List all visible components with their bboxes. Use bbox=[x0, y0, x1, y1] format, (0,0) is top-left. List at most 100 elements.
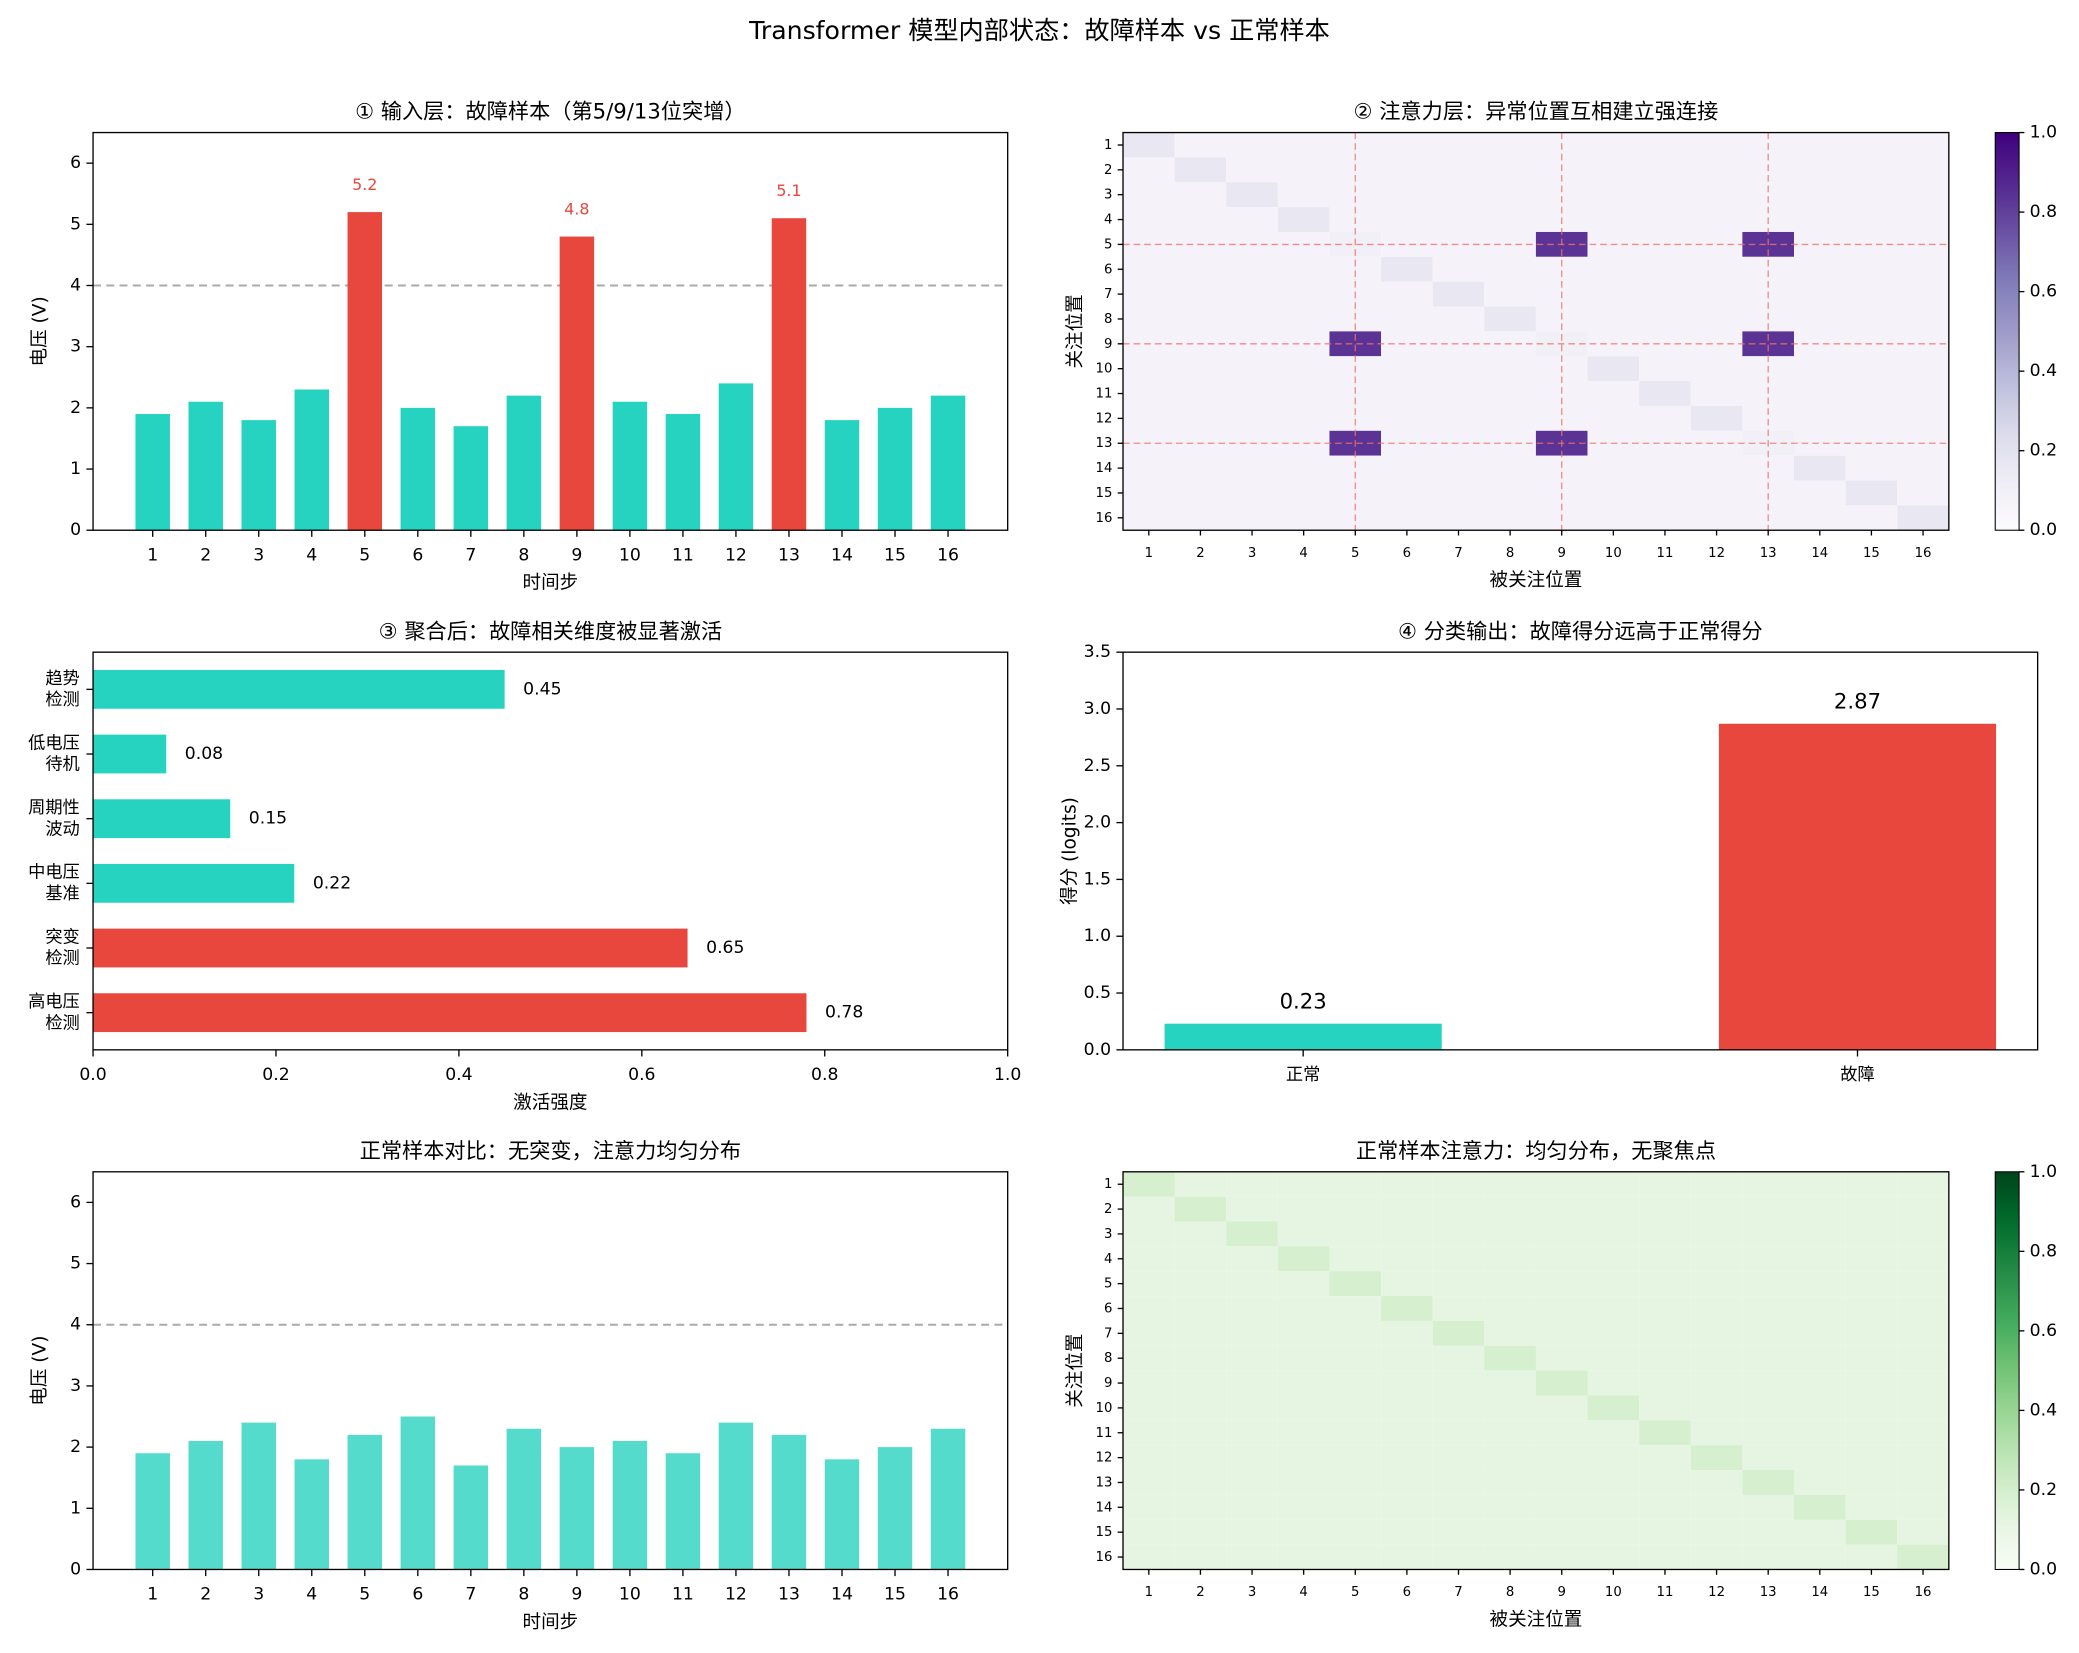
heatmap-cell bbox=[1174, 132, 1227, 158]
heatmap-cell bbox=[1535, 1445, 1588, 1471]
y-tick-label: 15 bbox=[1096, 486, 1113, 501]
heatmap-cell bbox=[1123, 505, 1175, 531]
heatmap-cell bbox=[1793, 1246, 1846, 1272]
x-tick-label: 2 bbox=[200, 1585, 211, 1605]
heatmap-cell bbox=[1587, 381, 1640, 406]
heatmap-cell bbox=[1690, 1246, 1743, 1272]
heatmap-cell bbox=[1845, 381, 1898, 406]
bar bbox=[559, 1447, 595, 1570]
y-tick-label: 11 bbox=[1096, 1426, 1113, 1441]
y-tick-label: 10 bbox=[1096, 1401, 1113, 1416]
x-tick-label: 14 bbox=[1811, 546, 1828, 561]
heatmap-cell bbox=[1587, 132, 1640, 158]
x-tick-label: 11 bbox=[1657, 1585, 1674, 1600]
y-tick-label: 1 bbox=[1104, 138, 1112, 153]
heatmap-cell bbox=[1535, 1494, 1588, 1520]
x-tick-label: 3 bbox=[1248, 546, 1256, 561]
data-label: 0.23 bbox=[1280, 989, 1327, 1014]
x-tick-label: 6 bbox=[412, 545, 423, 565]
chart-title: ② 注意力层：异常位置互相建立强连接 bbox=[1354, 99, 1719, 124]
heatmap-cell bbox=[1432, 182, 1485, 208]
heatmap-cell bbox=[1897, 1246, 1949, 1272]
x-tick-label: 12 bbox=[1708, 1585, 1725, 1600]
heatmap-cell bbox=[1277, 1470, 1330, 1495]
heatmap-cell bbox=[1123, 306, 1175, 332]
heatmap-cell bbox=[1432, 480, 1485, 506]
y-tick-label: 7 bbox=[1104, 1326, 1112, 1341]
heatmap-cell bbox=[1329, 1171, 1382, 1197]
heatmap-cell bbox=[1897, 132, 1949, 158]
heatmap-cell bbox=[1793, 405, 1846, 431]
heatmap-cell bbox=[1123, 182, 1175, 208]
heatmap-cell bbox=[1381, 1221, 1433, 1247]
axes-frame bbox=[1122, 651, 2039, 1051]
heatmap-cell bbox=[1535, 1271, 1588, 1297]
heatmap-cell bbox=[1587, 405, 1640, 431]
y-tick-label: 2 bbox=[70, 1437, 81, 1457]
data-label: 0.08 bbox=[185, 744, 223, 764]
heatmap-cell bbox=[1432, 405, 1485, 431]
heatmap-cell bbox=[1639, 356, 1691, 382]
colorbar bbox=[1994, 1171, 2020, 1570]
heatmap-cell bbox=[1484, 1470, 1536, 1495]
x-tick-label: 0.0 bbox=[79, 1065, 106, 1085]
heatmap-cell bbox=[1897, 1345, 1949, 1371]
heatmap-cell bbox=[1174, 1519, 1227, 1545]
heatmap-cell bbox=[1277, 207, 1330, 232]
heatmap-cell bbox=[1845, 1196, 1898, 1222]
y-tick-label: 2 bbox=[1104, 163, 1112, 178]
heatmap-cell bbox=[1381, 1544, 1433, 1570]
heatmap-cell bbox=[1174, 256, 1227, 282]
y-tick-label: 1 bbox=[70, 459, 81, 479]
heatmap-cell bbox=[1381, 480, 1433, 506]
heatmap-cell bbox=[1484, 356, 1536, 382]
y-tick-label: 9 bbox=[1104, 1376, 1112, 1391]
heatmap-cell bbox=[1123, 1470, 1175, 1495]
heatmap-cell bbox=[1174, 1420, 1227, 1446]
heatmap-cell bbox=[1535, 1519, 1588, 1545]
bar bbox=[877, 407, 913, 531]
heatmap-cell bbox=[1845, 1420, 1898, 1446]
heatmap-cell bbox=[1845, 1320, 1898, 1346]
heatmap-cell bbox=[1174, 1221, 1227, 1247]
heatmap-cell bbox=[1277, 1246, 1330, 1272]
heatmap-cell bbox=[1226, 1470, 1278, 1495]
chart-title: ① 输入层：故障样本（第5/9/13位突增） bbox=[355, 99, 746, 124]
heatmap-cell bbox=[1639, 1296, 1691, 1321]
heatmap-cell bbox=[1587, 1171, 1640, 1197]
y-axis-label: 关注位置 bbox=[1065, 1334, 1086, 1408]
heatmap-cell bbox=[1381, 1445, 1433, 1471]
heatmap-cell bbox=[1381, 1296, 1433, 1321]
x-tick-label: 故障 bbox=[1840, 1065, 1874, 1085]
heatmap-cell bbox=[1845, 1296, 1898, 1321]
heatmap-cell bbox=[1639, 157, 1691, 183]
x-tick-label: 8 bbox=[1506, 546, 1514, 561]
heatmap-cell bbox=[1123, 480, 1175, 506]
x-tick-label: 1 bbox=[1145, 1585, 1153, 1600]
heatmap-cell bbox=[1381, 1494, 1433, 1520]
bar bbox=[718, 383, 754, 531]
heatmap-cell bbox=[1277, 1395, 1330, 1421]
y-tick-label-line: 低电压 bbox=[28, 733, 80, 753]
heatmap-cell bbox=[1123, 1420, 1175, 1446]
heatmap-cell bbox=[1639, 1221, 1691, 1247]
x-tick-label: 0.4 bbox=[445, 1065, 472, 1085]
heatmap-cell bbox=[1484, 1345, 1536, 1371]
heatmap-cell bbox=[1329, 1445, 1382, 1471]
y-tick-label: 13 bbox=[1096, 436, 1113, 451]
y-tick-label: 7 bbox=[1104, 287, 1112, 302]
heatmap-cell bbox=[1381, 1271, 1433, 1297]
x-tick-label: 2 bbox=[1196, 546, 1204, 561]
heatmap-cell bbox=[1587, 455, 1640, 481]
heatmap-cell bbox=[1174, 1494, 1227, 1520]
heatmap-cell bbox=[1897, 480, 1949, 506]
heatmap-cell bbox=[1639, 1445, 1691, 1471]
y-tick-label: 15 bbox=[1096, 1525, 1113, 1540]
heatmap-cell bbox=[1226, 306, 1278, 332]
heatmap-cell bbox=[1484, 1420, 1536, 1446]
heatmap-cell bbox=[1329, 1221, 1382, 1247]
heatmap-cell bbox=[1484, 1271, 1536, 1297]
bar bbox=[93, 669, 505, 709]
heatmap-cell bbox=[1845, 1395, 1898, 1421]
heatmap-cell bbox=[1277, 182, 1330, 208]
